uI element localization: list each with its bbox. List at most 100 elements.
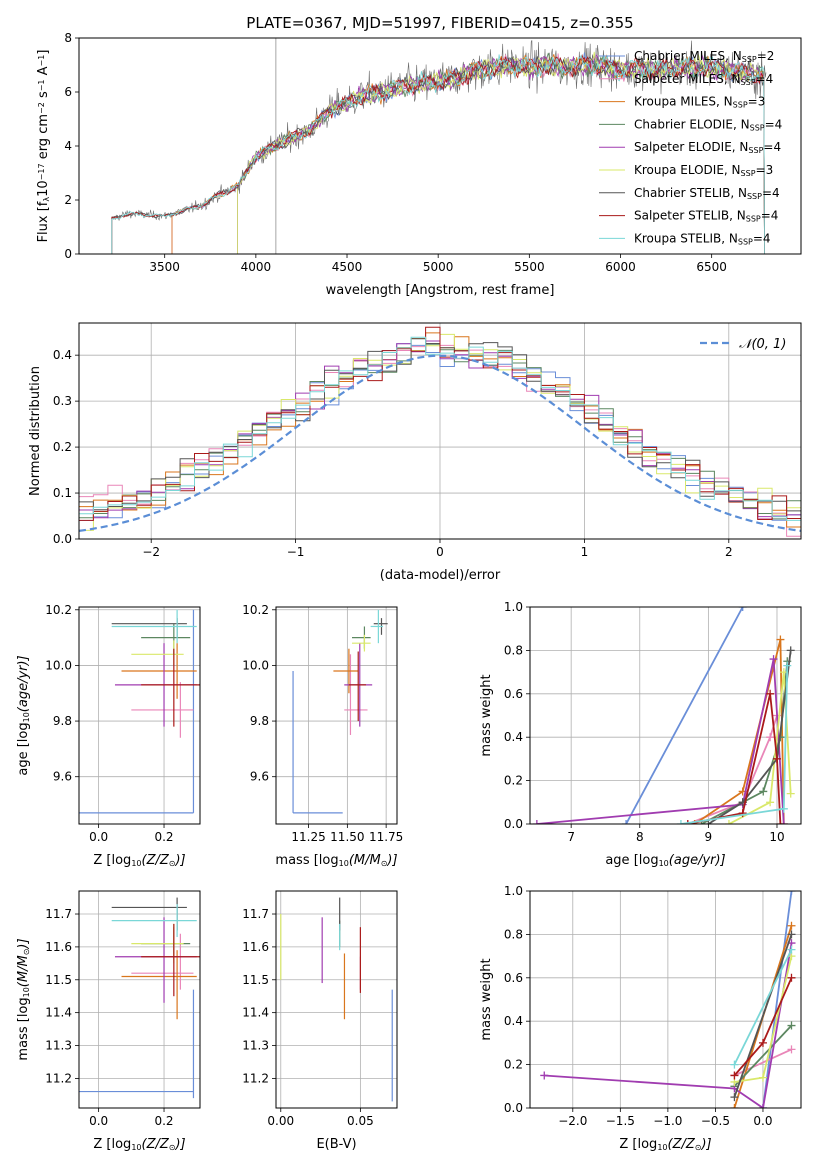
weight-marker <box>540 1071 549 1080</box>
plot-area <box>79 609 200 814</box>
weight-marker <box>766 733 775 742</box>
legend-entry-part: Salpeter MILES, N <box>634 72 741 86</box>
legend: 𝒩(0, 1) <box>700 337 786 352</box>
weight-line <box>544 942 793 1108</box>
y-axis-label-part: s <box>36 91 51 102</box>
weight-marker <box>730 1060 739 1069</box>
axes-frame <box>78 322 802 540</box>
y-tick-label: 11.3 <box>45 1039 72 1053</box>
x-axis-label: age [log10(age/yr)] <box>605 853 725 868</box>
x-tick-label: 5000 <box>423 260 454 274</box>
y-axis-label-part: age [log <box>16 722 31 775</box>
weight-marker <box>787 921 796 930</box>
legend-entry-part: Kroupa STELIB, N <box>634 231 738 245</box>
residual-histogram <box>79 336 801 521</box>
weight-marker <box>738 809 747 818</box>
y-tick-label: 11.5 <box>45 973 72 987</box>
y-axis-label-part: (age/yr)] <box>16 655 31 712</box>
legend-entry-part: Salpeter STELIB, N <box>634 209 746 223</box>
figure-title: PLATE=0367, MJD=51997, FIBERID=0415, z=0… <box>246 14 633 32</box>
x-tick-label: 0.00 <box>267 1114 294 1128</box>
x-axis-label-part: Z [log <box>93 1137 131 1152</box>
y-axis-label: Flux [fλ10−17 erg cm−2 s−1 A−1] <box>36 50 51 243</box>
y-tick-label: 0.0 <box>504 817 523 831</box>
legend-entry-part: Chabrier STELIB, N <box>634 186 747 200</box>
model-spectrum <box>237 52 765 254</box>
y-tick-label: 1.0 <box>504 884 523 898</box>
legend-entry: 𝒩(0, 1) <box>739 337 786 352</box>
weight-marker <box>766 798 775 807</box>
y-tick-label: 0.2 <box>53 440 72 454</box>
legend-entry: Chabrier ELODIE, NSSP=4 <box>634 117 782 132</box>
x-axis-label-part: Z [log <box>93 853 131 868</box>
weight-marker <box>676 820 685 824</box>
x-tick-label: 0.2 <box>154 1114 173 1128</box>
x-axis-label-part: (Z/Z <box>668 1137 696 1152</box>
x-axis-label-part: ⊙ <box>169 1143 176 1152</box>
legend-entry-part: Chabrier MILES, N <box>634 49 742 63</box>
weight-marker <box>758 1038 767 1047</box>
y-axis-label-part: λ <box>42 197 51 202</box>
weight-marker <box>787 930 796 939</box>
axes-frame <box>529 606 802 825</box>
y-tick-label: 1.0 <box>504 600 523 614</box>
weight-line <box>707 650 792 824</box>
x-tick-label: 6000 <box>605 260 636 274</box>
plot-area <box>79 897 200 1099</box>
y-tick-label: 11.7 <box>242 907 269 921</box>
y-tick-label: 9.6 <box>250 770 269 784</box>
y-tick-label: 0 <box>64 247 72 261</box>
y-axis-label-part: 10 <box>22 987 31 997</box>
x-axis-label-part: (Z/Z <box>142 853 170 868</box>
x-tick-label: −1.0 <box>653 1114 682 1128</box>
y-axis-label: mass [log10(M/M⊙)] <box>16 938 31 1060</box>
legend-entry-part: Chabrier ELODIE, N <box>634 117 750 131</box>
x-tick-label: −1.5 <box>606 1114 635 1128</box>
y-tick-label: 10.0 <box>242 658 269 672</box>
legend-entry-part: SSP <box>746 215 761 224</box>
age-vs-mass-panel: 11.25 11.50 11.75 9.6 9.8 10.0 10.2 mass [log10… <box>242 603 403 868</box>
plot-area <box>292 609 388 814</box>
x-tick-label: 4500 <box>332 260 363 274</box>
x-tick-label: 2 <box>725 545 733 559</box>
y-axis-label-part: −2 <box>37 102 46 114</box>
y-axis-label-part: −1 <box>37 55 46 67</box>
legend-entry-part: Kroupa ELODIE, N <box>634 163 741 177</box>
x-tick-label: 11.75 <box>369 830 403 844</box>
y-axis-label-part: 10 <box>22 712 31 722</box>
legend-entry: Chabrier MILES, NSSP=2 <box>634 49 774 64</box>
axes-frame <box>78 37 802 255</box>
y-axis-label: Normed distribution <box>28 366 43 496</box>
y-axis-label-part: ] <box>36 50 51 55</box>
y-tick-label: 0.2 <box>504 774 523 788</box>
legend-entry-part: Salpeter ELODIE, N <box>634 140 748 154</box>
weight-marker <box>787 973 796 982</box>
x-axis-label-part: age [log <box>605 853 658 868</box>
x-tick-label: 10 <box>769 830 784 844</box>
mass-vs-metallicity-panel: 0.0 0.211.211.311.411.511.611.7Z [log10(Z… <box>16 890 201 1152</box>
axes-frame <box>78 890 201 1109</box>
x-axis-label: (data-model)/error <box>380 568 501 583</box>
y-tick-label: 11.5 <box>242 973 269 987</box>
x-axis-label-part: (M/M <box>349 853 381 868</box>
y-tick-label: 11.4 <box>242 1006 269 1020</box>
weight-marker <box>787 945 796 954</box>
y-axis-label-part: )] <box>16 938 31 949</box>
y-tick-label: 10.2 <box>242 603 269 617</box>
x-tick-label: 7 <box>567 830 575 844</box>
weight-marker <box>786 789 795 798</box>
y-tick-label: 11.7 <box>45 907 72 921</box>
x-axis-label: mass [log10(M/M⊙)] <box>275 853 397 868</box>
legend-entry-part: SSP <box>741 169 756 178</box>
legend-entry-part: =4 <box>761 209 779 223</box>
weight-marker <box>622 820 631 824</box>
legend-entry: Salpeter STELIB, NSSP=4 <box>634 209 778 224</box>
x-axis-label-part: mass [log <box>275 853 338 868</box>
y-tick-label: 0.6 <box>504 971 523 985</box>
y-axis-label: mass weight <box>479 674 494 756</box>
y-tick-label: 10.0 <box>45 658 72 672</box>
x-axis-label-part: )] <box>174 1137 185 1152</box>
weight-marker <box>776 820 785 824</box>
